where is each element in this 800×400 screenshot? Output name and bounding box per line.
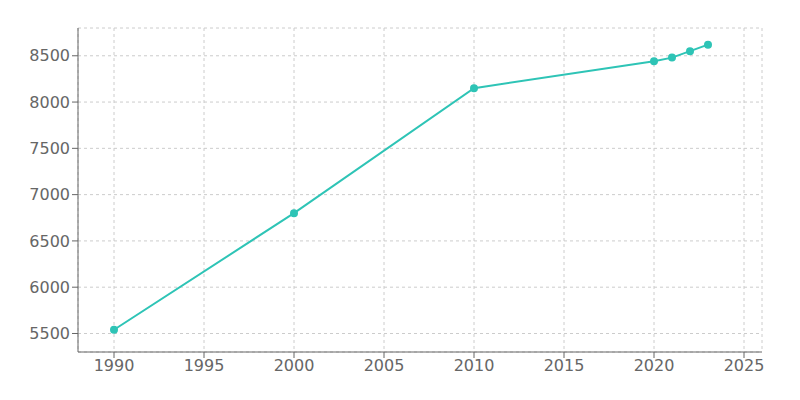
svg-text:2010: 2010: [454, 356, 495, 375]
svg-text:2015: 2015: [544, 356, 585, 375]
svg-text:7000: 7000: [29, 185, 70, 204]
svg-text:2005: 2005: [364, 356, 405, 375]
svg-text:8000: 8000: [29, 93, 70, 112]
svg-text:2020: 2020: [634, 356, 675, 375]
svg-text:5500: 5500: [29, 324, 70, 343]
svg-text:6500: 6500: [29, 232, 70, 251]
svg-text:6000: 6000: [29, 278, 70, 297]
svg-text:8500: 8500: [29, 46, 70, 65]
svg-text:7500: 7500: [29, 139, 70, 158]
svg-text:1990: 1990: [94, 356, 135, 375]
svg-text:1995: 1995: [184, 356, 225, 375]
svg-text:2025: 2025: [724, 356, 765, 375]
svg-text:2000: 2000: [274, 356, 315, 375]
